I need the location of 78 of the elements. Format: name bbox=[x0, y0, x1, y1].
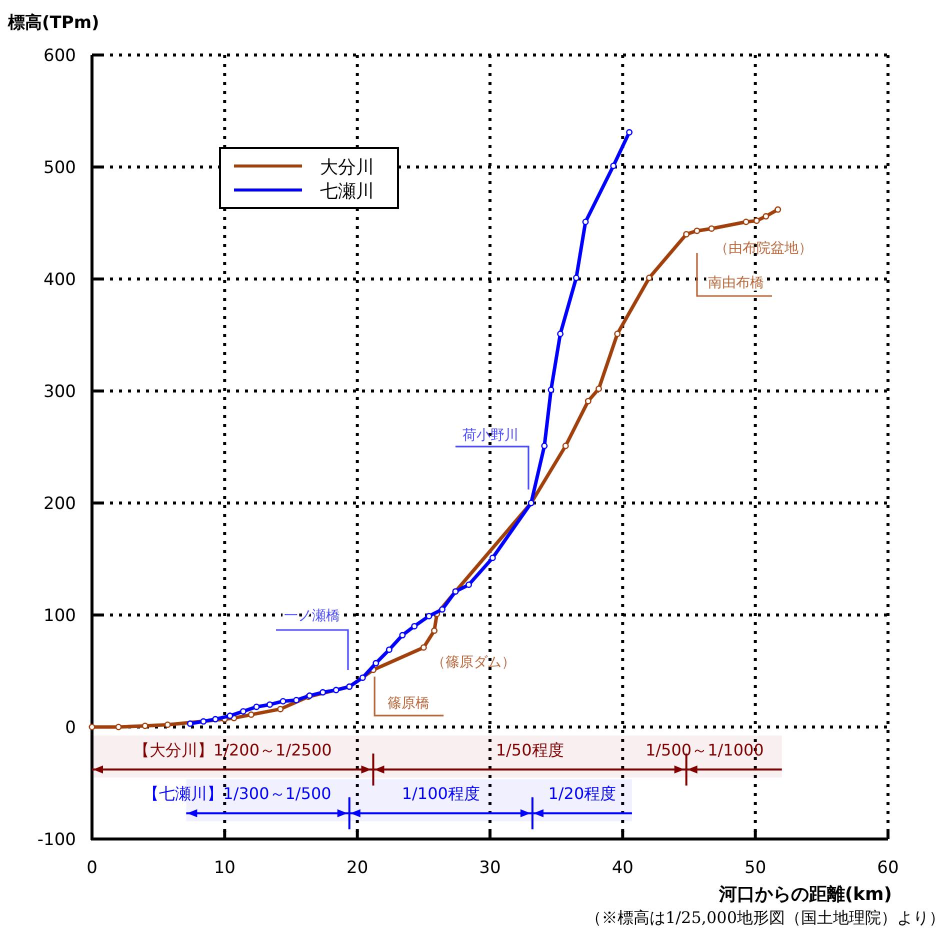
point bbox=[489, 554, 496, 562]
x-axis-title: 河口からの距離(km) bbox=[718, 884, 892, 905]
annotation: 南由布橋 bbox=[708, 275, 764, 291]
point bbox=[399, 632, 406, 638]
point bbox=[142, 722, 148, 730]
band-label: 【大分川】1/200～1/2500 bbox=[133, 740, 332, 760]
point bbox=[240, 708, 246, 715]
y-axis-title: 標高(TPm) bbox=[7, 13, 100, 33]
x-tick-label: 60 bbox=[877, 858, 899, 878]
y-tick-label: 300 bbox=[44, 382, 76, 402]
y-tick-label: 400 bbox=[44, 270, 76, 290]
point bbox=[584, 398, 592, 404]
legend-label: 七瀬川 bbox=[320, 181, 374, 202]
point bbox=[774, 206, 782, 213]
legend-label: 大分川 bbox=[320, 157, 374, 178]
x-tick-label: 30 bbox=[479, 858, 501, 878]
point bbox=[200, 718, 207, 725]
x-tick-label: 10 bbox=[214, 858, 236, 878]
y-tick-label: -100 bbox=[37, 830, 76, 850]
point bbox=[411, 622, 418, 630]
point bbox=[626, 129, 633, 136]
point bbox=[277, 706, 284, 712]
point bbox=[572, 274, 580, 282]
point bbox=[372, 660, 380, 666]
annotation: （篠原ダム） bbox=[431, 654, 516, 671]
point bbox=[610, 162, 617, 170]
point bbox=[280, 698, 286, 704]
y-tick-label: 600 bbox=[44, 46, 76, 66]
point bbox=[466, 582, 472, 588]
x-tick-label: 0 bbox=[86, 858, 98, 878]
point bbox=[646, 274, 652, 282]
band-label: 1/20程度 bbox=[548, 784, 616, 804]
point bbox=[226, 712, 234, 720]
point bbox=[557, 330, 564, 338]
band-label: 1/50程度 bbox=[496, 740, 564, 760]
y-tick-label: 500 bbox=[44, 158, 76, 178]
point bbox=[426, 612, 432, 620]
point bbox=[708, 225, 715, 232]
point bbox=[420, 644, 427, 651]
point bbox=[253, 704, 260, 710]
point bbox=[320, 689, 326, 696]
point bbox=[548, 386, 554, 394]
annotation: （由布院盆地） bbox=[714, 240, 813, 257]
point bbox=[293, 696, 300, 704]
y-tick-label: 0 bbox=[65, 718, 76, 738]
point bbox=[248, 711, 254, 718]
annotation: 篠原橋 bbox=[388, 696, 430, 712]
point bbox=[762, 213, 770, 220]
point bbox=[431, 627, 438, 634]
point bbox=[186, 720, 194, 727]
band-label: 【七瀬川】1/300～1/500 bbox=[143, 784, 332, 804]
band-label: 1/500～1/1000 bbox=[645, 740, 764, 760]
annotation: 荷小野川 bbox=[462, 428, 518, 444]
point bbox=[115, 724, 122, 730]
y-tick-label: 100 bbox=[44, 606, 76, 626]
point bbox=[386, 646, 392, 653]
point bbox=[332, 686, 340, 694]
point bbox=[683, 230, 690, 238]
x-tick-label: 20 bbox=[346, 858, 368, 878]
point bbox=[164, 722, 171, 728]
point bbox=[541, 442, 548, 450]
point bbox=[562, 442, 569, 450]
x-tick-label: 50 bbox=[744, 858, 766, 878]
point bbox=[212, 716, 219, 722]
point bbox=[359, 674, 366, 681]
y-tick-label: 200 bbox=[44, 494, 76, 514]
point bbox=[614, 330, 621, 338]
text: （※標高は1/25,000地形図（国土地理院）より） bbox=[585, 908, 945, 927]
x-tick-label: 40 bbox=[612, 858, 634, 878]
point bbox=[582, 218, 589, 226]
band-label: 1/100程度 bbox=[402, 784, 480, 804]
point bbox=[596, 386, 602, 392]
point bbox=[753, 218, 760, 224]
point bbox=[438, 606, 446, 613]
point bbox=[266, 701, 274, 708]
point bbox=[88, 724, 96, 730]
point bbox=[742, 218, 750, 226]
point bbox=[694, 228, 700, 234]
